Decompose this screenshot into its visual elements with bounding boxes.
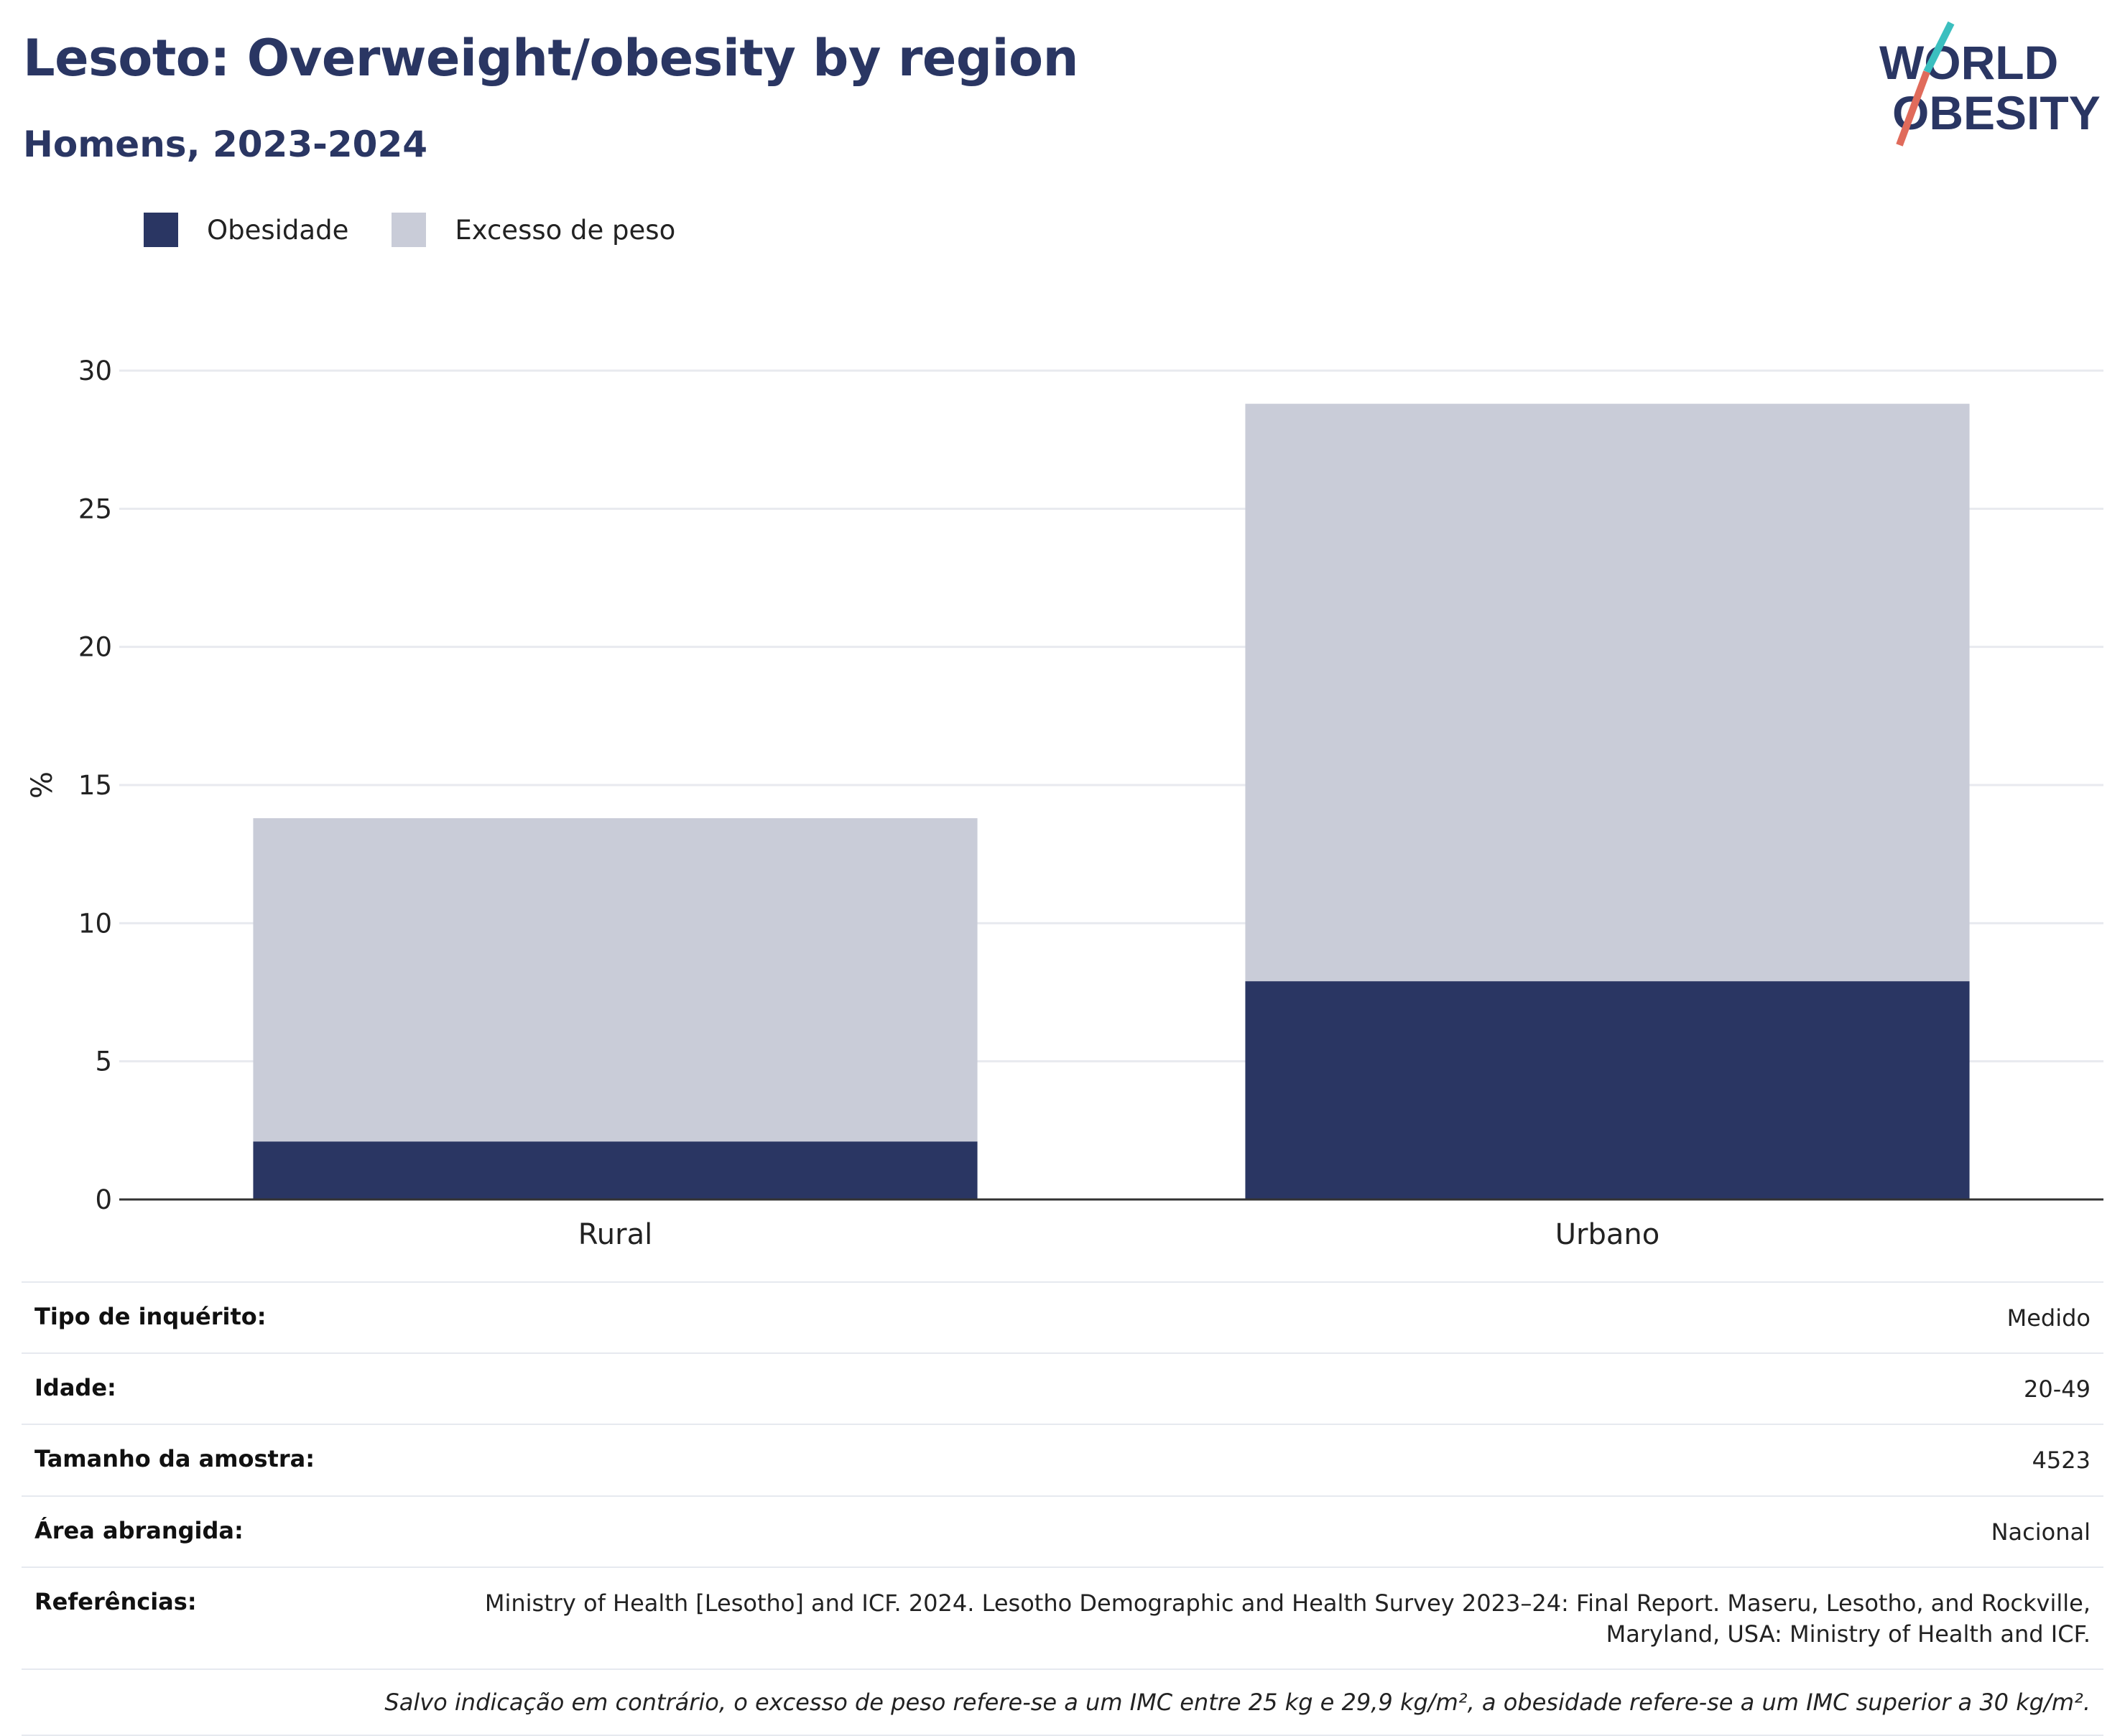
legend-swatch-obesidade bbox=[144, 213, 178, 247]
bar-rural-obesidade bbox=[253, 1141, 978, 1199]
y-tick-label: 25 bbox=[78, 493, 112, 524]
legend-swatch-excesso-de-peso bbox=[392, 213, 427, 247]
info-value: Nacional bbox=[1991, 1518, 2091, 1546]
bar-urbano-excesso-de-peso bbox=[1245, 404, 1970, 982]
info-key: Tipo de inquérito: bbox=[34, 1303, 267, 1330]
legend-item-obesidade: Obesidade bbox=[144, 213, 348, 247]
info-value: 4523 bbox=[2032, 1447, 2091, 1475]
y-tick-label: 10 bbox=[78, 908, 112, 939]
x-category-label: Urbano bbox=[1555, 1218, 1659, 1251]
definition-note: Salvo indicação em contrário, o excesso … bbox=[22, 1668, 2103, 1736]
info-row: Área abrangida: Nacional bbox=[22, 1495, 2103, 1566]
bar-rural-excesso-de-peso bbox=[253, 818, 978, 1142]
info-value-references: Ministry of Health [Lesotho] and ICF. 20… bbox=[484, 1589, 2091, 1648]
world-obesity-logo: WORLD OBESITY bbox=[1879, 22, 2101, 147]
survey-info-table: Tipo de inquérito: Medido Idade: 20-49 Taman… bbox=[22, 1281, 2103, 1736]
info-row: Idade: 20-49 bbox=[22, 1352, 2103, 1424]
info-key: Área abrangida: bbox=[34, 1516, 244, 1544]
y-tick-label: 5 bbox=[95, 1046, 112, 1077]
info-value: Medido bbox=[2006, 1304, 2091, 1332]
legend-item-excesso-de-peso: Excesso de peso bbox=[392, 213, 675, 247]
info-key-references: Referências: bbox=[34, 1587, 197, 1615]
info-row: Tipo de inquérito: Medido bbox=[22, 1281, 2103, 1352]
bar-urbano-obesidade bbox=[1245, 981, 1970, 1199]
y-tick-label: 30 bbox=[78, 356, 112, 386]
chart-legend: Obesidade Excesso de peso bbox=[144, 213, 718, 247]
bar-chart: 0 5 10 15 20 25 30 Rural Urbano% bbox=[26, 356, 2103, 1251]
info-key: Tamanho da amostra: bbox=[34, 1445, 315, 1473]
info-key: Idade: bbox=[34, 1374, 116, 1402]
svg-text:OBESITY: OBESITY bbox=[1892, 86, 2101, 139]
svg-text:WORLD: WORLD bbox=[1879, 36, 2058, 89]
page-title: Lesoto: Overweight/obesity by region bbox=[23, 29, 1078, 88]
info-row-references: Referências: Ministry of Health [Lesotho… bbox=[22, 1566, 2103, 1668]
info-row: Tamanho da amostra: 4523 bbox=[22, 1424, 2103, 1495]
y-tick-label: 15 bbox=[78, 770, 112, 801]
info-value: 20-49 bbox=[2024, 1375, 2091, 1403]
x-category-label: Rural bbox=[578, 1218, 652, 1251]
legend-label-obesidade: Obesidade bbox=[207, 214, 349, 246]
y-axis-label: % bbox=[26, 771, 59, 799]
y-tick-label: 20 bbox=[78, 632, 112, 663]
legend-label-excesso-de-peso: Excesso de peso bbox=[455, 214, 676, 246]
page-subtitle: Homens, 2023-2024 bbox=[23, 124, 428, 165]
y-tick-label: 0 bbox=[95, 1184, 112, 1215]
